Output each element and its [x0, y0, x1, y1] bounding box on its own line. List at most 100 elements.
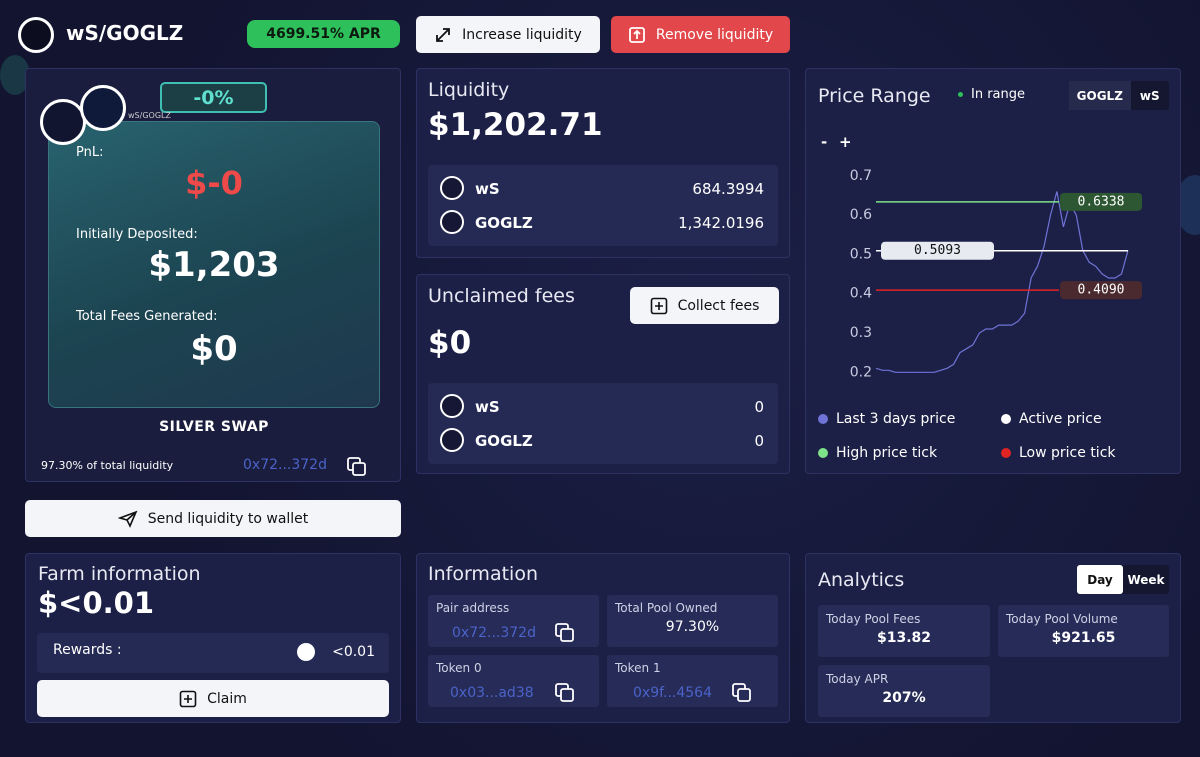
cell-value[interactable]: 0x72...372d: [452, 625, 536, 641]
legend-dot: [1001, 448, 1011, 458]
token-icon: [440, 176, 464, 200]
expand-icon: [436, 27, 451, 42]
toggle-option[interactable]: Week: [1127, 572, 1165, 587]
cell-label: Token 1: [615, 661, 661, 675]
liquidity-share: 97.30% of total liquidity: [41, 459, 174, 472]
cell-label: Total Pool Owned: [615, 601, 718, 615]
token-amount: 684.3994: [692, 180, 764, 198]
information-card: Information Pair address 0x72...372d Tot…: [416, 553, 790, 723]
token-icon: [440, 394, 464, 418]
remove-liquidity-button[interactable]: Remove liquidity: [611, 16, 790, 53]
cell-value: $921.65: [1051, 630, 1116, 646]
price-marker-label: 0.6338: [1078, 194, 1125, 209]
position-address[interactable]: 0x72...372d: [243, 457, 327, 473]
info-cell: Token 0 0x03...ad38: [428, 655, 599, 707]
cell-label: Token 0: [436, 661, 482, 675]
legend-dot: [1001, 414, 1011, 424]
send-liquidity-button[interactable]: Send liquidity to wallet: [25, 500, 401, 537]
legend-dot: [818, 448, 828, 458]
pair-name: wS/GOGLZ: [66, 21, 184, 45]
zoom-out[interactable]: -: [821, 133, 828, 151]
cell-label: Today Pool Volume: [1006, 612, 1118, 626]
cell-value[interactable]: 0x03...ad38: [450, 685, 534, 701]
pnl-label: PnL:: [76, 145, 104, 160]
token-name: GOGLZ: [475, 432, 533, 450]
cell-value[interactable]: 0x9f...4564: [633, 685, 712, 701]
price-marker-box: [881, 241, 994, 260]
increase-liquidity-button[interactable]: Increase liquidity: [416, 16, 600, 53]
range-status: In range: [958, 87, 1025, 102]
position-card: -0% wS/GOGLZ PnL: $-0 Initially Deposite…: [25, 68, 401, 482]
farm-total: $<0.01: [38, 586, 155, 620]
legend-item: Last 3 days price: [818, 411, 955, 427]
token-icon: [80, 85, 126, 131]
deposited-label: Initially Deposited:: [76, 227, 198, 242]
token-list: wS 0 GOGLZ 0: [428, 383, 778, 464]
cell-label: Today APR: [826, 672, 889, 686]
remove-icon: [628, 26, 645, 43]
card-title: Analytics: [818, 569, 905, 591]
copy-icon[interactable]: [554, 682, 576, 704]
token-icon: [40, 99, 86, 145]
farm-card: Farm information $<0.01 Rewards : <0.01 …: [25, 553, 401, 723]
button-label: Remove liquidity: [655, 26, 774, 43]
reward-icon: [297, 643, 315, 661]
fees-card: Unclaimed fees Collect fees $0 wS 0 GOGL…: [416, 274, 790, 474]
pnl-value: $-0: [185, 164, 243, 202]
legend-dot: [818, 414, 828, 424]
token-icon: [440, 210, 464, 234]
legend-label: High price tick: [836, 445, 938, 461]
legend-item: Low price tick: [1001, 445, 1116, 461]
liquidity-card: Liquidity $1,202.71 wS 684.3994 GOGLZ 1,…: [416, 68, 790, 258]
cell-value: $13.82: [876, 630, 932, 646]
cell-value: 207%: [882, 690, 926, 706]
info-cell: Pair address 0x72...372d: [428, 595, 599, 647]
legend-item: High price tick: [818, 445, 937, 461]
price-marker-label: 0.5093: [914, 243, 961, 258]
claim-button[interactable]: Claim: [37, 680, 389, 717]
plus-icon: [179, 690, 197, 707]
rewards-value: <0.01: [332, 644, 375, 660]
position-nft: [48, 121, 380, 408]
price-marker-box: [1060, 192, 1142, 211]
button-label: Send liquidity to wallet: [147, 510, 309, 527]
card-title: Price Range: [818, 85, 931, 107]
button-label: Claim: [207, 690, 247, 707]
cell-value: 97.30%: [665, 619, 720, 635]
rewards-label: Rewards :: [53, 642, 122, 658]
period-toggle: Day Week: [1077, 565, 1169, 594]
token-name: wS: [475, 180, 500, 198]
analytics-cell: Today Pool Fees $13.82: [818, 605, 990, 657]
pair-logo: [18, 17, 54, 53]
nft-pair: wS/GOGLZ: [128, 111, 171, 120]
plus-icon: [650, 297, 667, 314]
toggle-option[interactable]: wS: [1139, 88, 1160, 103]
button-label: Collect fees: [677, 297, 760, 314]
copy-icon[interactable]: [731, 682, 753, 704]
card-title: Farm information: [38, 563, 201, 585]
copy-icon[interactable]: [346, 456, 368, 478]
y-tick-label: 0.6: [850, 207, 872, 223]
analytics-card: Analytics Day Week Today Pool Fees $13.8…: [805, 553, 1181, 723]
price-range-card: Price Range In range GOGLZ wS - + 0.2 0.3…: [805, 68, 1181, 474]
token-name: GOGLZ: [475, 214, 533, 232]
info-cell: Total Pool Owned 97.30%: [607, 595, 778, 647]
copy-icon[interactable]: [554, 622, 576, 644]
token-amount: 0: [754, 432, 764, 450]
token-list: wS 684.3994 GOGLZ 1,342.0196: [428, 165, 778, 246]
fees-label: Total Fees Generated:: [76, 309, 218, 324]
toggle-option[interactable]: Day: [1077, 565, 1123, 594]
collect-fees-button[interactable]: Collect fees: [630, 287, 779, 324]
fees-total: $0: [428, 325, 472, 361]
toggle-option[interactable]: GOGLZ: [1069, 81, 1131, 110]
zoom-in[interactable]: +: [839, 133, 852, 151]
token-name: wS: [475, 398, 500, 416]
status-text: In range: [971, 87, 1026, 102]
brand: SILVER SWAP: [159, 419, 269, 435]
deposited-value: $1,203: [148, 245, 280, 285]
y-tick-label: 0.7: [850, 168, 872, 184]
price-marker-label: 0.4090: [1078, 283, 1125, 298]
legend-item: Active price: [1001, 411, 1102, 427]
token-icon: [440, 428, 464, 452]
